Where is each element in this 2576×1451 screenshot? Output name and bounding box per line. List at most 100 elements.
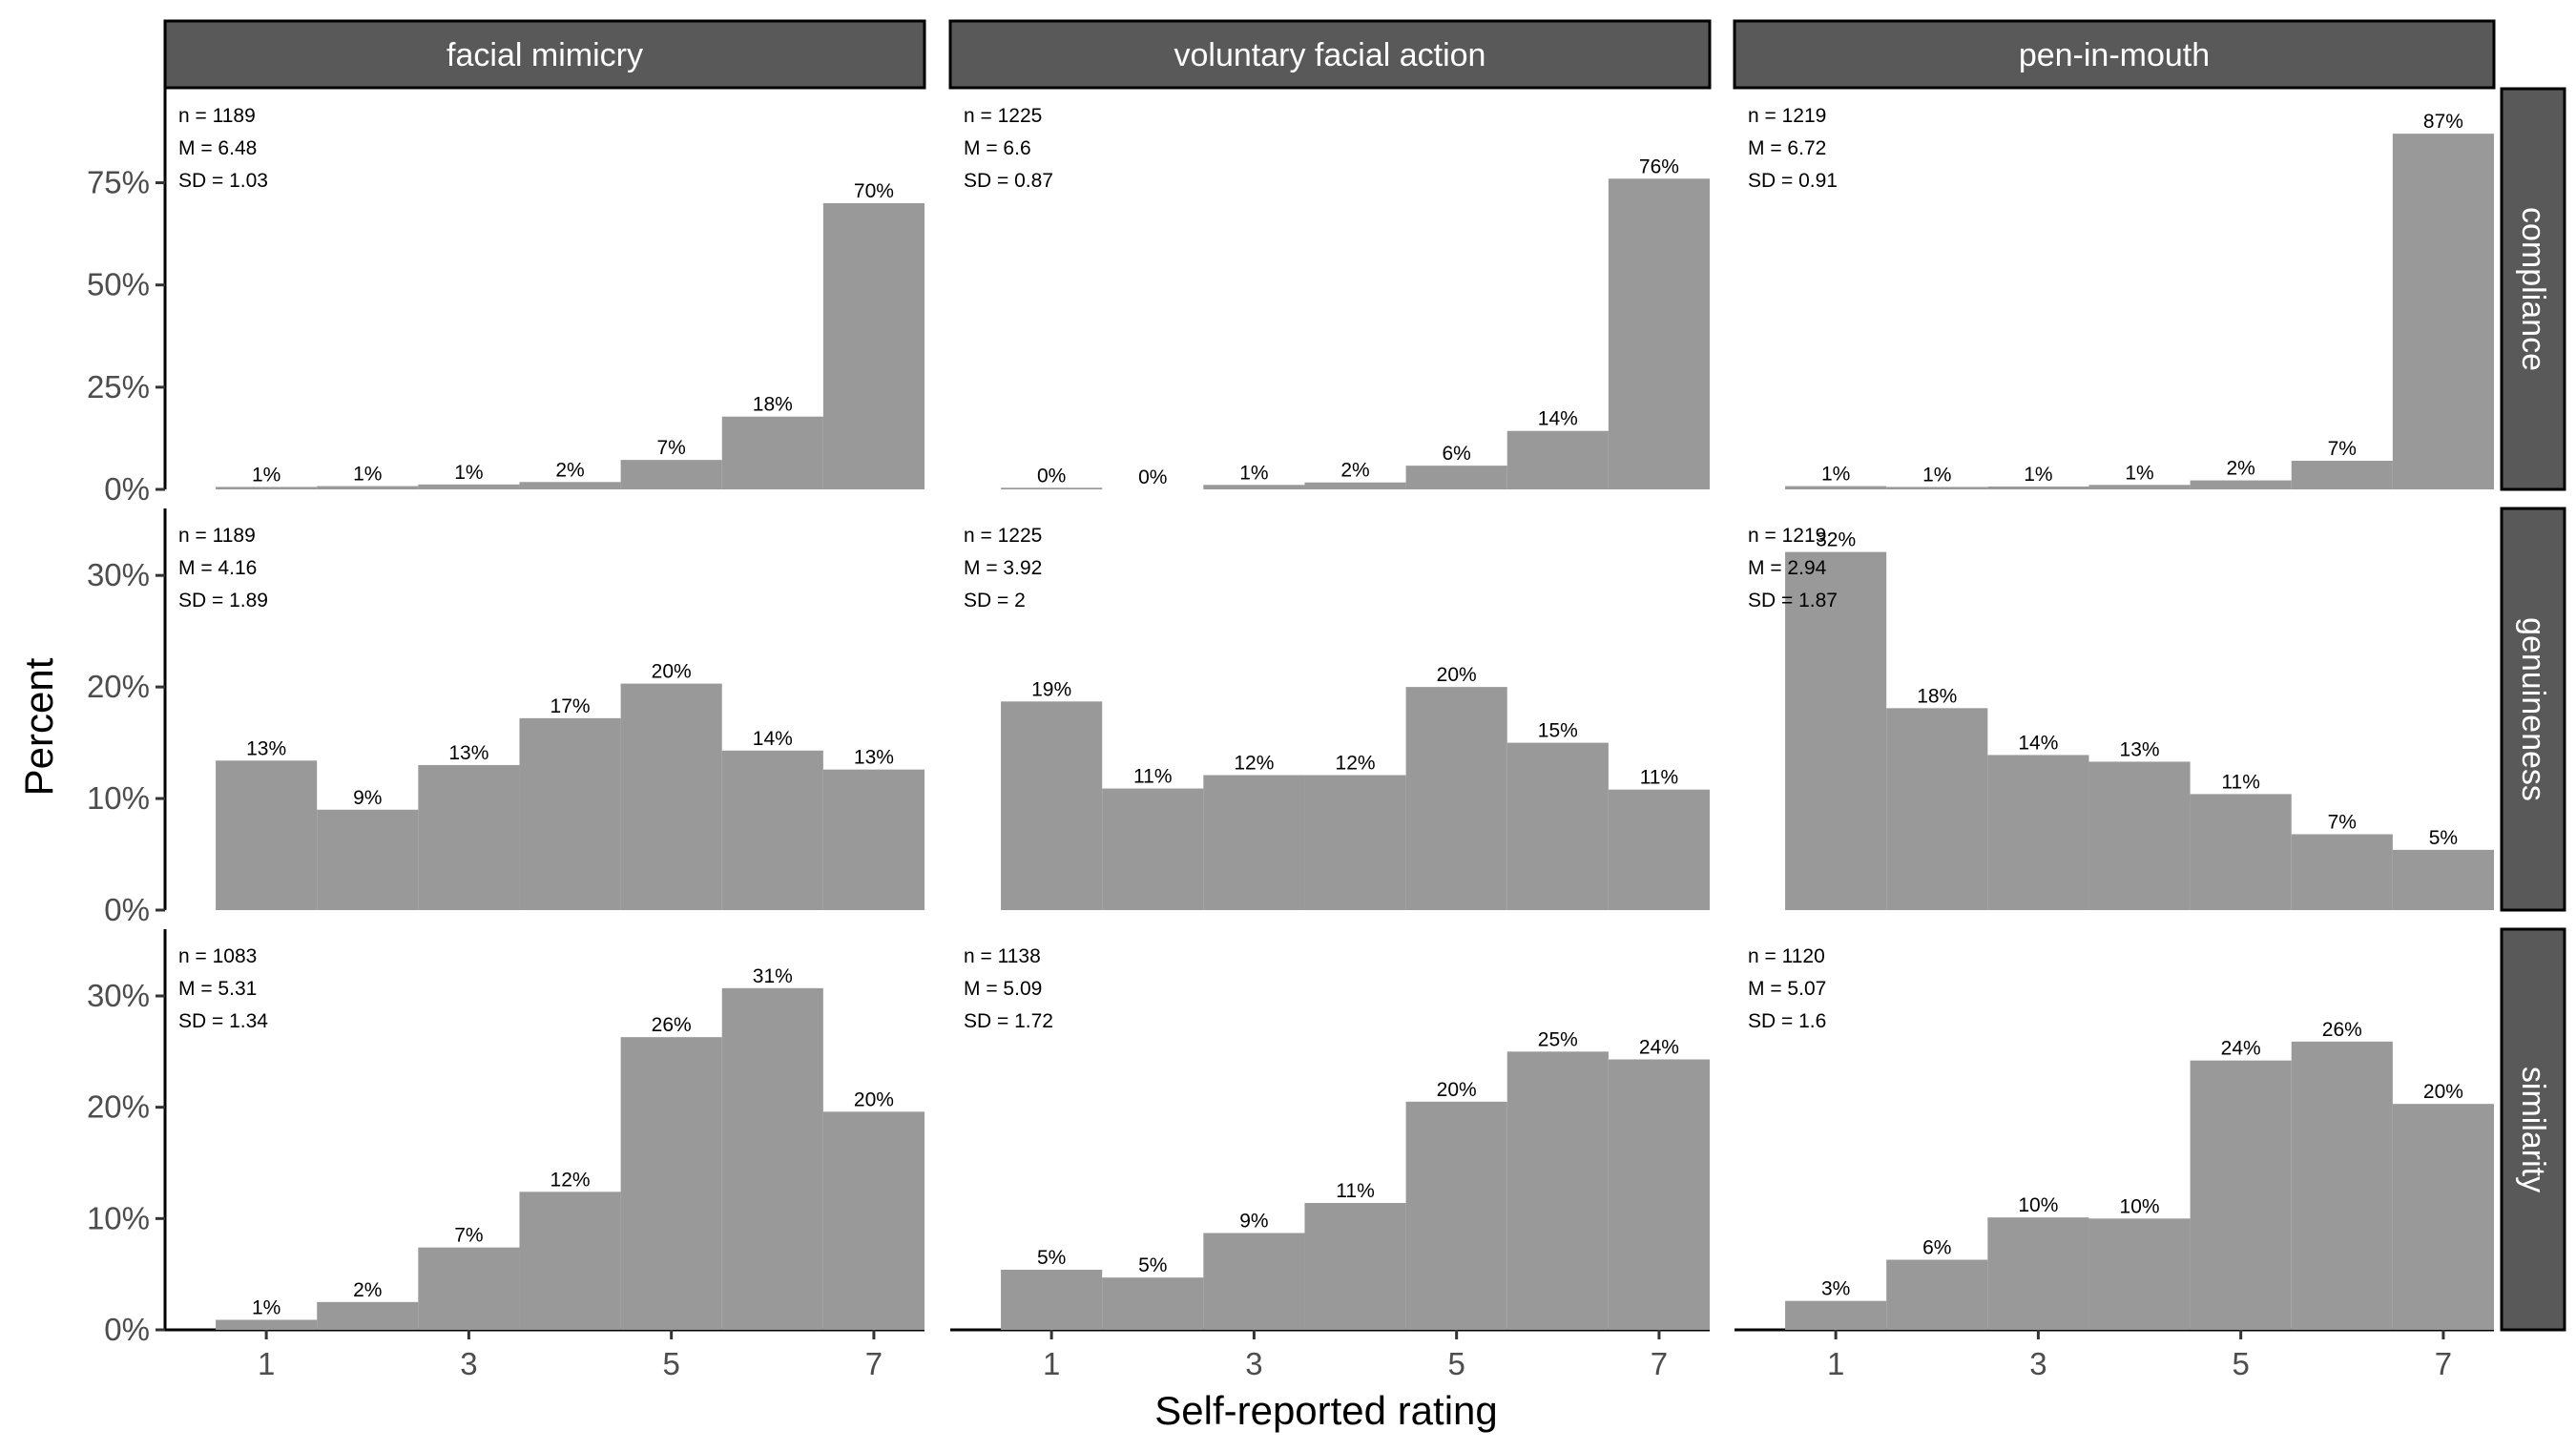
stat-sd: SD = 1.72 (964, 1010, 1053, 1032)
bar (620, 1037, 722, 1330)
stat-sd: SD = 0.91 (1748, 170, 1838, 192)
bar-label: 7% (656, 437, 685, 459)
bar (2392, 134, 2494, 489)
x-tick-label: 7 (2435, 1346, 2452, 1381)
stat-mean: M = 2.94 (1748, 557, 1827, 579)
bar (1987, 755, 2089, 910)
bar (1405, 687, 1507, 910)
bar (2291, 834, 2393, 910)
bar (216, 487, 318, 489)
stat-mean: M = 4.16 (178, 557, 257, 579)
bar-label: 11% (2221, 771, 2259, 793)
bar (721, 750, 823, 910)
bar-label: 87% (2423, 111, 2463, 133)
y-tick-label: 30% (87, 978, 150, 1013)
x-tick-label: 5 (1447, 1346, 1465, 1381)
bar (1405, 1101, 1507, 1330)
bar (519, 482, 621, 489)
bar-label: 1% (252, 1297, 280, 1319)
bar (2190, 1060, 2292, 1330)
bar-label: 14% (1538, 408, 1578, 430)
bar-label: 7% (454, 1225, 483, 1247)
bar (2088, 1218, 2191, 1330)
bar-label: 11% (1336, 1180, 1374, 1202)
bar-label: 14% (753, 728, 793, 750)
bar-label: 19% (1031, 678, 1071, 700)
bar-label: 31% (753, 965, 793, 987)
bar (1102, 1277, 1204, 1330)
panel: 1% 2% 7% 12% 26% 31% 20% n = 1083 M = 5.31 SD = 1… (178, 945, 924, 1330)
bar-label: 1% (2024, 464, 2052, 486)
bar-label: 76% (1639, 155, 1679, 177)
bar (1506, 1051, 1609, 1330)
stat-sd: SD = 1.34 (178, 1010, 268, 1032)
y-axis-title: Percent (16, 657, 61, 796)
row-strip (2500, 507, 2566, 912)
bar (2392, 849, 2494, 910)
row-strip-label: genuineness (2515, 617, 2551, 801)
bar (418, 1247, 520, 1330)
bar (1001, 487, 1103, 489)
row-strip (2500, 87, 2566, 491)
bar-label: 12% (1336, 752, 1376, 774)
bar-label: 2% (1340, 460, 1369, 482)
bar-label: 5% (2429, 827, 2458, 849)
panel: 13% 9% 13% 17% 20% 14% 13% n = 1189 M = 4.16 SD =… (178, 525, 924, 910)
bar (1608, 178, 1710, 490)
stat-sd: SD = 1.89 (178, 590, 268, 611)
y-tick-label: 25% (87, 369, 150, 404)
bar (1506, 742, 1609, 910)
bar-label: 24% (1639, 1037, 1679, 1059)
bar (2190, 794, 2292, 910)
bar-label: 20% (652, 661, 692, 683)
y-tick-label: 0% (104, 1312, 150, 1347)
stat-n: n = 1189 (178, 525, 256, 547)
bar (620, 460, 722, 489)
stat-sd: SD = 1.6 (1748, 1010, 1826, 1032)
panel: 1% 1% 1% 2% 7% 18% 70% n = 1189 M = 6.48 SD = 1.0… (178, 105, 924, 489)
bar (1001, 701, 1103, 910)
bar (1506, 430, 1609, 489)
bar-label: 20% (2423, 1081, 2463, 1103)
bar-label: 20% (1437, 664, 1477, 686)
bar-label: 18% (753, 394, 793, 416)
panel: 19% 11% 12% 12% 20% 15% 11% n = 1225 M = 3.92 SD … (964, 525, 1710, 910)
panel: 5% 5% 9% 11% 20% 25% 24% n = 1138 M = 5.09 SD = 1… (964, 945, 1710, 1330)
bar (1785, 1300, 1887, 1330)
bar-label: 24% (2221, 1038, 2261, 1060)
column-strip (948, 19, 1712, 90)
stat-mean: M = 5.07 (1748, 978, 1826, 1000)
bar (1608, 1059, 1710, 1330)
bar-label: 11% (1640, 767, 1678, 789)
y-tick-label: 10% (87, 780, 150, 816)
bar (822, 203, 924, 489)
bar-label: 2% (353, 1279, 382, 1301)
bar (2291, 1041, 2393, 1330)
row-strip-label: similarity (2515, 1067, 2551, 1192)
bar-label: 17% (551, 695, 591, 717)
bar (721, 416, 823, 489)
y-tick-label: 20% (87, 1089, 150, 1125)
bar (1102, 788, 1204, 910)
bar-label: 0% (1138, 466, 1167, 488)
panel: 32% 18% 14% 13% 11% 7% 5% n = 1219 M = 2.94 SD = … (1748, 525, 2494, 910)
bar-label: 2% (555, 459, 584, 481)
bar (418, 764, 520, 910)
bar-label: 10% (2018, 1194, 2058, 1216)
bar-label: 9% (1239, 1211, 1268, 1233)
x-tick-label: 7 (1651, 1346, 1668, 1381)
bar (1987, 487, 2089, 489)
x-tick-label: 1 (258, 1346, 275, 1381)
bar (1203, 1233, 1305, 1330)
y-tick-label: 10% (87, 1200, 150, 1235)
bar-label: 0% (1037, 465, 1066, 487)
stat-n: n = 1225 (964, 105, 1042, 127)
x-tick-label: 3 (1245, 1346, 1262, 1381)
stat-sd: SD = 2 (964, 590, 1026, 611)
bar (822, 1111, 924, 1330)
bar-label: 12% (551, 1169, 591, 1191)
bar-label: 1% (454, 462, 483, 484)
bar-label: 13% (2120, 738, 2160, 760)
stat-mean: M = 5.31 (178, 978, 257, 1000)
bar-label: 11% (1133, 766, 1172, 788)
